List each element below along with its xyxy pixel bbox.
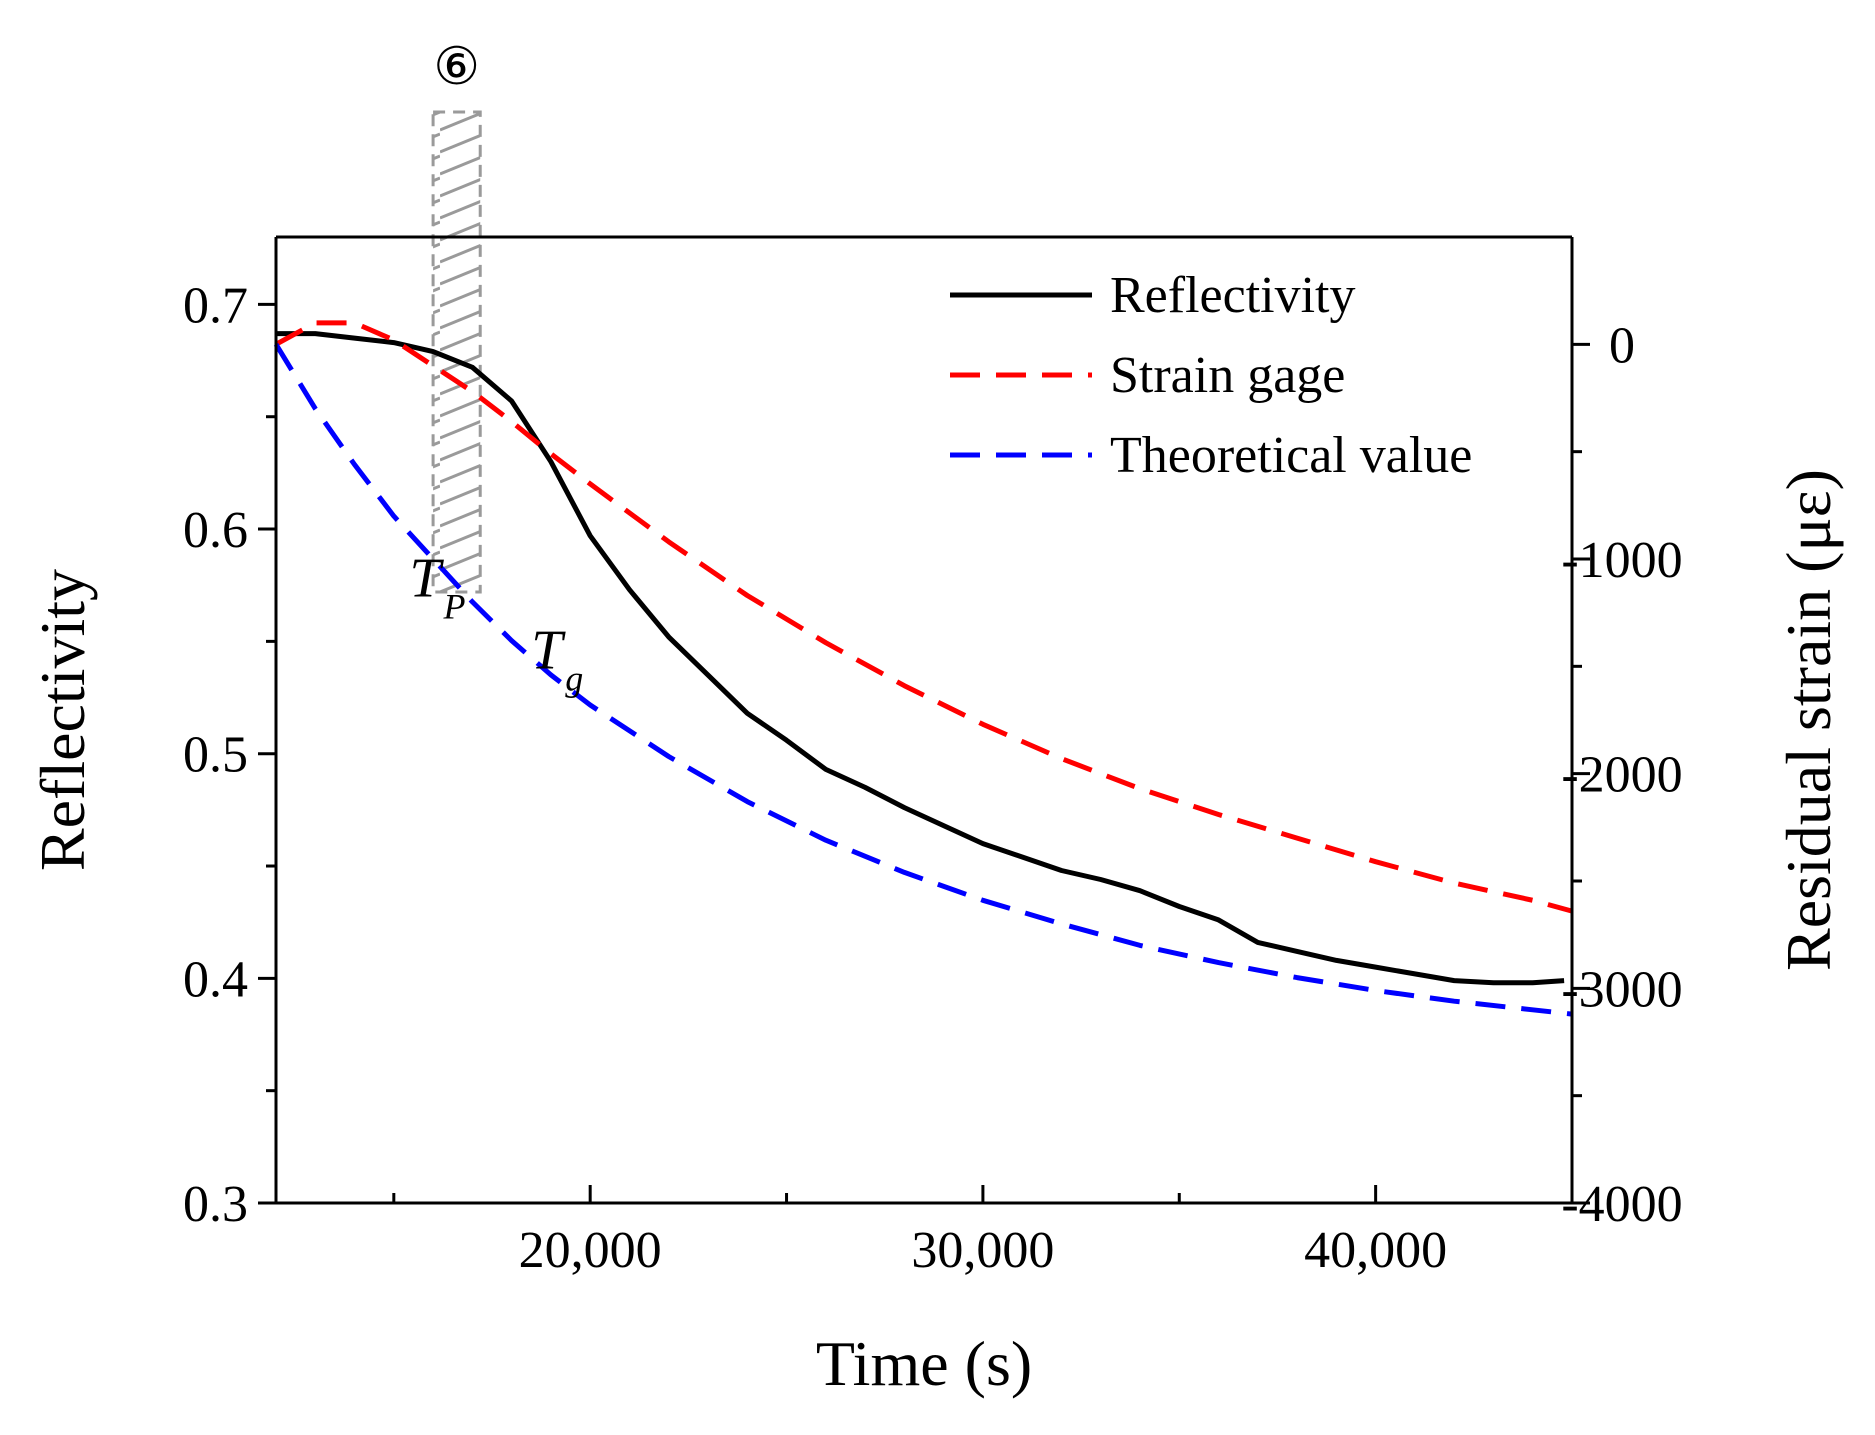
y-tick-label: 0.6: [183, 502, 248, 559]
series-reflectivity: [276, 331, 1565, 986]
hatched-band: [431, 110, 482, 594]
x-tick-label: 20,000: [519, 1222, 662, 1279]
annotation-tp-sub: P: [443, 586, 466, 626]
marker-6-label: ⑥: [433, 39, 480, 96]
y2-axis-title: Residual strain (με): [1773, 469, 1844, 971]
x-tick-label: 40,000: [1304, 1222, 1447, 1279]
y-tick-label: 0.5: [183, 727, 248, 784]
x-tick-label: 30,000: [911, 1222, 1054, 1279]
y-tick-label: 0.4: [183, 951, 248, 1008]
y2-tick-label: 0: [1609, 317, 1635, 374]
y2-tick-label: -1000: [1561, 532, 1682, 589]
legend-label-reflectivity: Reflectivity: [1110, 267, 1355, 324]
y-axis-title: Reflectivity: [27, 569, 98, 871]
legend-label-strain_gage: Strain gage: [1110, 347, 1345, 404]
legend-label-theoretical: Theoretical value: [1110, 427, 1472, 484]
y2-tick-label: -4000: [1561, 1176, 1682, 1233]
y-tick-label: 0.3: [183, 1176, 248, 1233]
series-strain_gage: [274, 320, 1573, 914]
y-tick-label: 0.7: [183, 277, 248, 334]
annotation-tg-main: T: [531, 619, 566, 681]
x-axis-title: Time (s): [816, 1328, 1032, 1399]
y2-tick-label: -2000: [1561, 747, 1682, 804]
annotation-tp-main: T: [410, 547, 445, 609]
annotation-tg-sub: g: [565, 658, 583, 698]
y2-tick-label: -3000: [1561, 961, 1682, 1018]
series-theoretical: [273, 342, 1573, 1017]
